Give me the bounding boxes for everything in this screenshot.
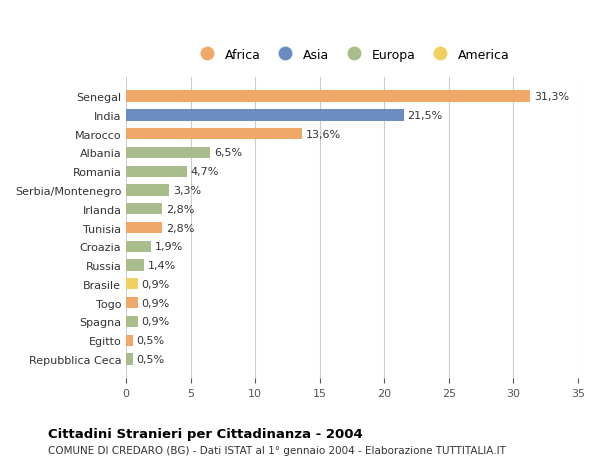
Bar [126,223,163,234]
Text: 13,6%: 13,6% [305,129,341,140]
Bar [126,129,302,140]
Bar [126,185,169,196]
Bar [126,147,210,159]
Bar [126,335,133,346]
Text: 1,9%: 1,9% [155,242,183,252]
Text: 31,3%: 31,3% [534,92,569,102]
Text: 3,3%: 3,3% [173,185,201,196]
Text: 6,5%: 6,5% [214,148,242,158]
Text: 0,5%: 0,5% [137,354,164,364]
Bar [126,316,138,327]
Bar [126,260,145,271]
Text: 0,5%: 0,5% [137,336,164,346]
Text: COMUNE DI CREDARO (BG) - Dati ISTAT al 1° gennaio 2004 - Elaborazione TUTTITALIA: COMUNE DI CREDARO (BG) - Dati ISTAT al 1… [48,445,506,455]
Bar [126,110,404,121]
Bar [126,353,133,365]
Bar [126,204,163,215]
Text: 4,7%: 4,7% [191,167,219,177]
Text: 0,9%: 0,9% [142,298,170,308]
Text: 2,8%: 2,8% [166,223,194,233]
Text: 21,5%: 21,5% [407,111,443,121]
Text: 2,8%: 2,8% [166,204,194,214]
Bar [126,91,530,102]
Legend: Africa, Asia, Europa, America: Africa, Asia, Europa, America [191,45,514,65]
Text: Cittadini Stranieri per Cittadinanza - 2004: Cittadini Stranieri per Cittadinanza - 2… [48,427,363,440]
Bar [126,297,138,308]
Text: 1,4%: 1,4% [148,261,176,270]
Bar [126,166,187,178]
Bar [126,279,138,290]
Text: 0,9%: 0,9% [142,317,170,327]
Bar [126,241,151,252]
Text: 0,9%: 0,9% [142,279,170,289]
